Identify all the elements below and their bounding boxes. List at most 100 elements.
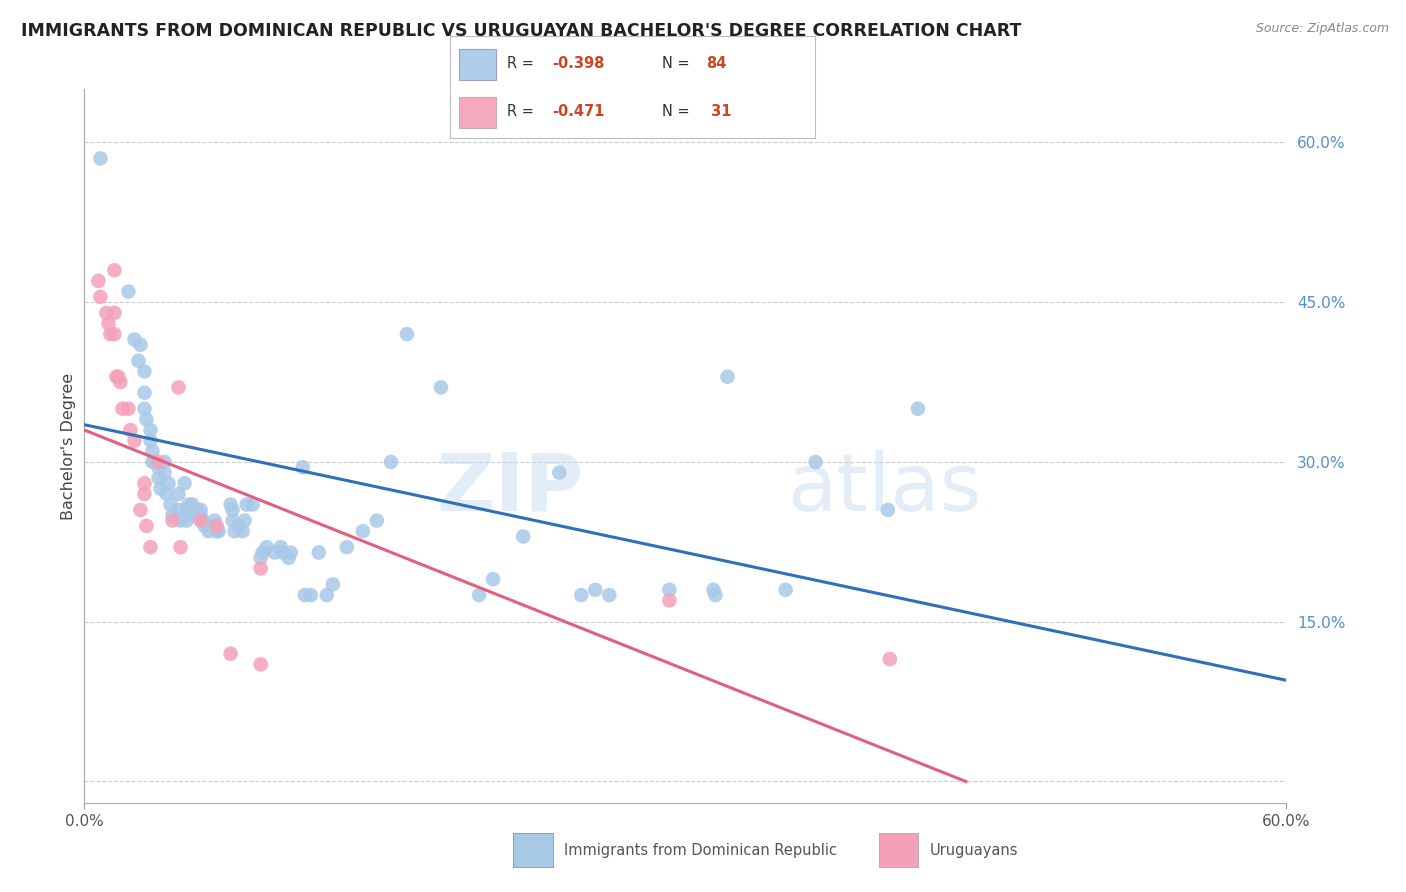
Point	[134, 364, 156, 378]
Point	[249, 561, 271, 575]
Point	[221, 514, 243, 528]
Point	[157, 476, 180, 491]
Point	[139, 540, 162, 554]
Point	[775, 582, 797, 597]
Text: N =: N =	[662, 104, 695, 120]
Point	[201, 519, 224, 533]
Point	[430, 380, 453, 394]
Point	[135, 519, 157, 533]
Point	[197, 524, 219, 539]
Point	[173, 476, 195, 491]
Point	[89, 152, 111, 166]
Text: Source: ZipAtlas.com: Source: ZipAtlas.com	[1256, 22, 1389, 36]
Point	[482, 572, 505, 586]
Point	[249, 657, 271, 672]
Point	[270, 540, 292, 554]
Point	[280, 545, 302, 559]
Point	[207, 524, 229, 539]
Point	[366, 514, 388, 528]
Point	[100, 327, 122, 342]
Point	[204, 514, 226, 528]
Point	[263, 545, 285, 559]
Point	[162, 508, 184, 523]
Point	[134, 401, 156, 416]
Point	[569, 588, 592, 602]
Text: IMMIGRANTS FROM DOMINICAN REPUBLIC VS URUGUAYAN BACHELOR'S DEGREE CORRELATION CH: IMMIGRANTS FROM DOMINICAN REPUBLIC VS UR…	[21, 22, 1022, 40]
Point	[183, 508, 205, 523]
Text: R =: R =	[506, 56, 538, 70]
Point	[352, 524, 374, 539]
Point	[232, 524, 254, 539]
Point	[153, 466, 176, 480]
Point	[583, 582, 606, 597]
Point	[124, 434, 146, 448]
Point	[186, 503, 208, 517]
Point	[134, 487, 156, 501]
Point	[148, 471, 170, 485]
Point	[153, 455, 176, 469]
Point	[322, 577, 344, 591]
Point	[658, 593, 681, 607]
Point	[221, 503, 243, 517]
Point	[548, 466, 571, 480]
Point	[127, 353, 149, 368]
Point	[169, 514, 191, 528]
Point	[129, 503, 152, 517]
Point	[907, 401, 929, 416]
Point	[176, 503, 198, 517]
Point	[148, 455, 170, 469]
Point	[167, 380, 190, 394]
Point	[271, 545, 294, 559]
Point	[148, 460, 170, 475]
Point	[103, 306, 125, 320]
Text: ZIP: ZIP	[436, 450, 583, 528]
Point	[702, 582, 724, 597]
Point	[235, 498, 257, 512]
Point	[658, 582, 681, 597]
Point	[249, 550, 271, 565]
Point	[205, 524, 228, 539]
Point	[242, 498, 264, 512]
Point	[190, 508, 212, 523]
Point	[468, 588, 491, 602]
Point	[315, 588, 337, 602]
Text: N =: N =	[662, 56, 695, 70]
Point	[155, 487, 177, 501]
Point	[141, 455, 163, 469]
Bar	[458, 97, 496, 128]
Text: -0.398: -0.398	[553, 56, 605, 70]
Bar	[458, 49, 496, 79]
Point	[105, 369, 128, 384]
Point	[117, 401, 139, 416]
Point	[134, 476, 156, 491]
Point	[107, 369, 129, 384]
Point	[716, 369, 738, 384]
Text: atlas: atlas	[787, 450, 981, 528]
Text: 31: 31	[706, 104, 731, 120]
Point	[143, 455, 166, 469]
Point	[89, 290, 111, 304]
Point	[96, 306, 118, 320]
Point	[87, 274, 110, 288]
Text: Uruguayans: Uruguayans	[929, 843, 1018, 857]
Point	[120, 423, 142, 437]
Point	[103, 263, 125, 277]
Point	[224, 524, 246, 539]
Point	[103, 327, 125, 342]
Point	[169, 540, 191, 554]
Point	[291, 460, 314, 475]
Point	[336, 540, 359, 554]
Point	[804, 455, 827, 469]
Point	[233, 514, 256, 528]
Point	[117, 285, 139, 299]
Point	[205, 519, 228, 533]
Point	[190, 503, 212, 517]
Point	[294, 588, 316, 602]
Point	[181, 498, 204, 512]
Point	[219, 498, 242, 512]
Point	[194, 519, 217, 533]
Point	[277, 550, 299, 565]
Point	[256, 540, 278, 554]
Point	[139, 434, 162, 448]
Point	[395, 327, 418, 342]
